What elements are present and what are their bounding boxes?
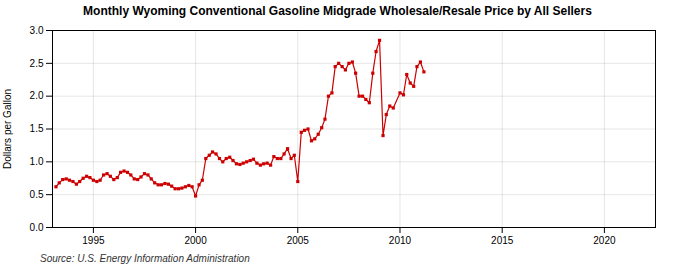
svg-text:0.5: 0.5 bbox=[30, 189, 44, 200]
svg-text:1.0: 1.0 bbox=[30, 156, 44, 167]
svg-text:2015: 2015 bbox=[491, 235, 514, 246]
svg-text:2.0: 2.0 bbox=[30, 90, 44, 101]
svg-text:2020: 2020 bbox=[593, 235, 616, 246]
svg-text:2005: 2005 bbox=[287, 235, 310, 246]
svg-text:3.0: 3.0 bbox=[30, 25, 44, 36]
svg-text:2.5: 2.5 bbox=[30, 58, 44, 69]
svg-text:1995: 1995 bbox=[82, 235, 105, 246]
html-text:Monthly Wyoming Conventional G: Monthly Wyoming Conventional Gasoline Mi… bbox=[83, 4, 592, 18]
html-text:Source: U.S. Energy Informatio: Source: U.S. Energy Information Administ… bbox=[40, 253, 250, 264]
svg-text:2000: 2000 bbox=[184, 235, 207, 246]
svg-text:2010: 2010 bbox=[389, 235, 412, 246]
svg-text:0.0: 0.0 bbox=[30, 222, 44, 233]
svg-text:1.5: 1.5 bbox=[30, 123, 44, 134]
svg-text:Dollars per Gallon: Dollars per Gallon bbox=[2, 89, 13, 169]
